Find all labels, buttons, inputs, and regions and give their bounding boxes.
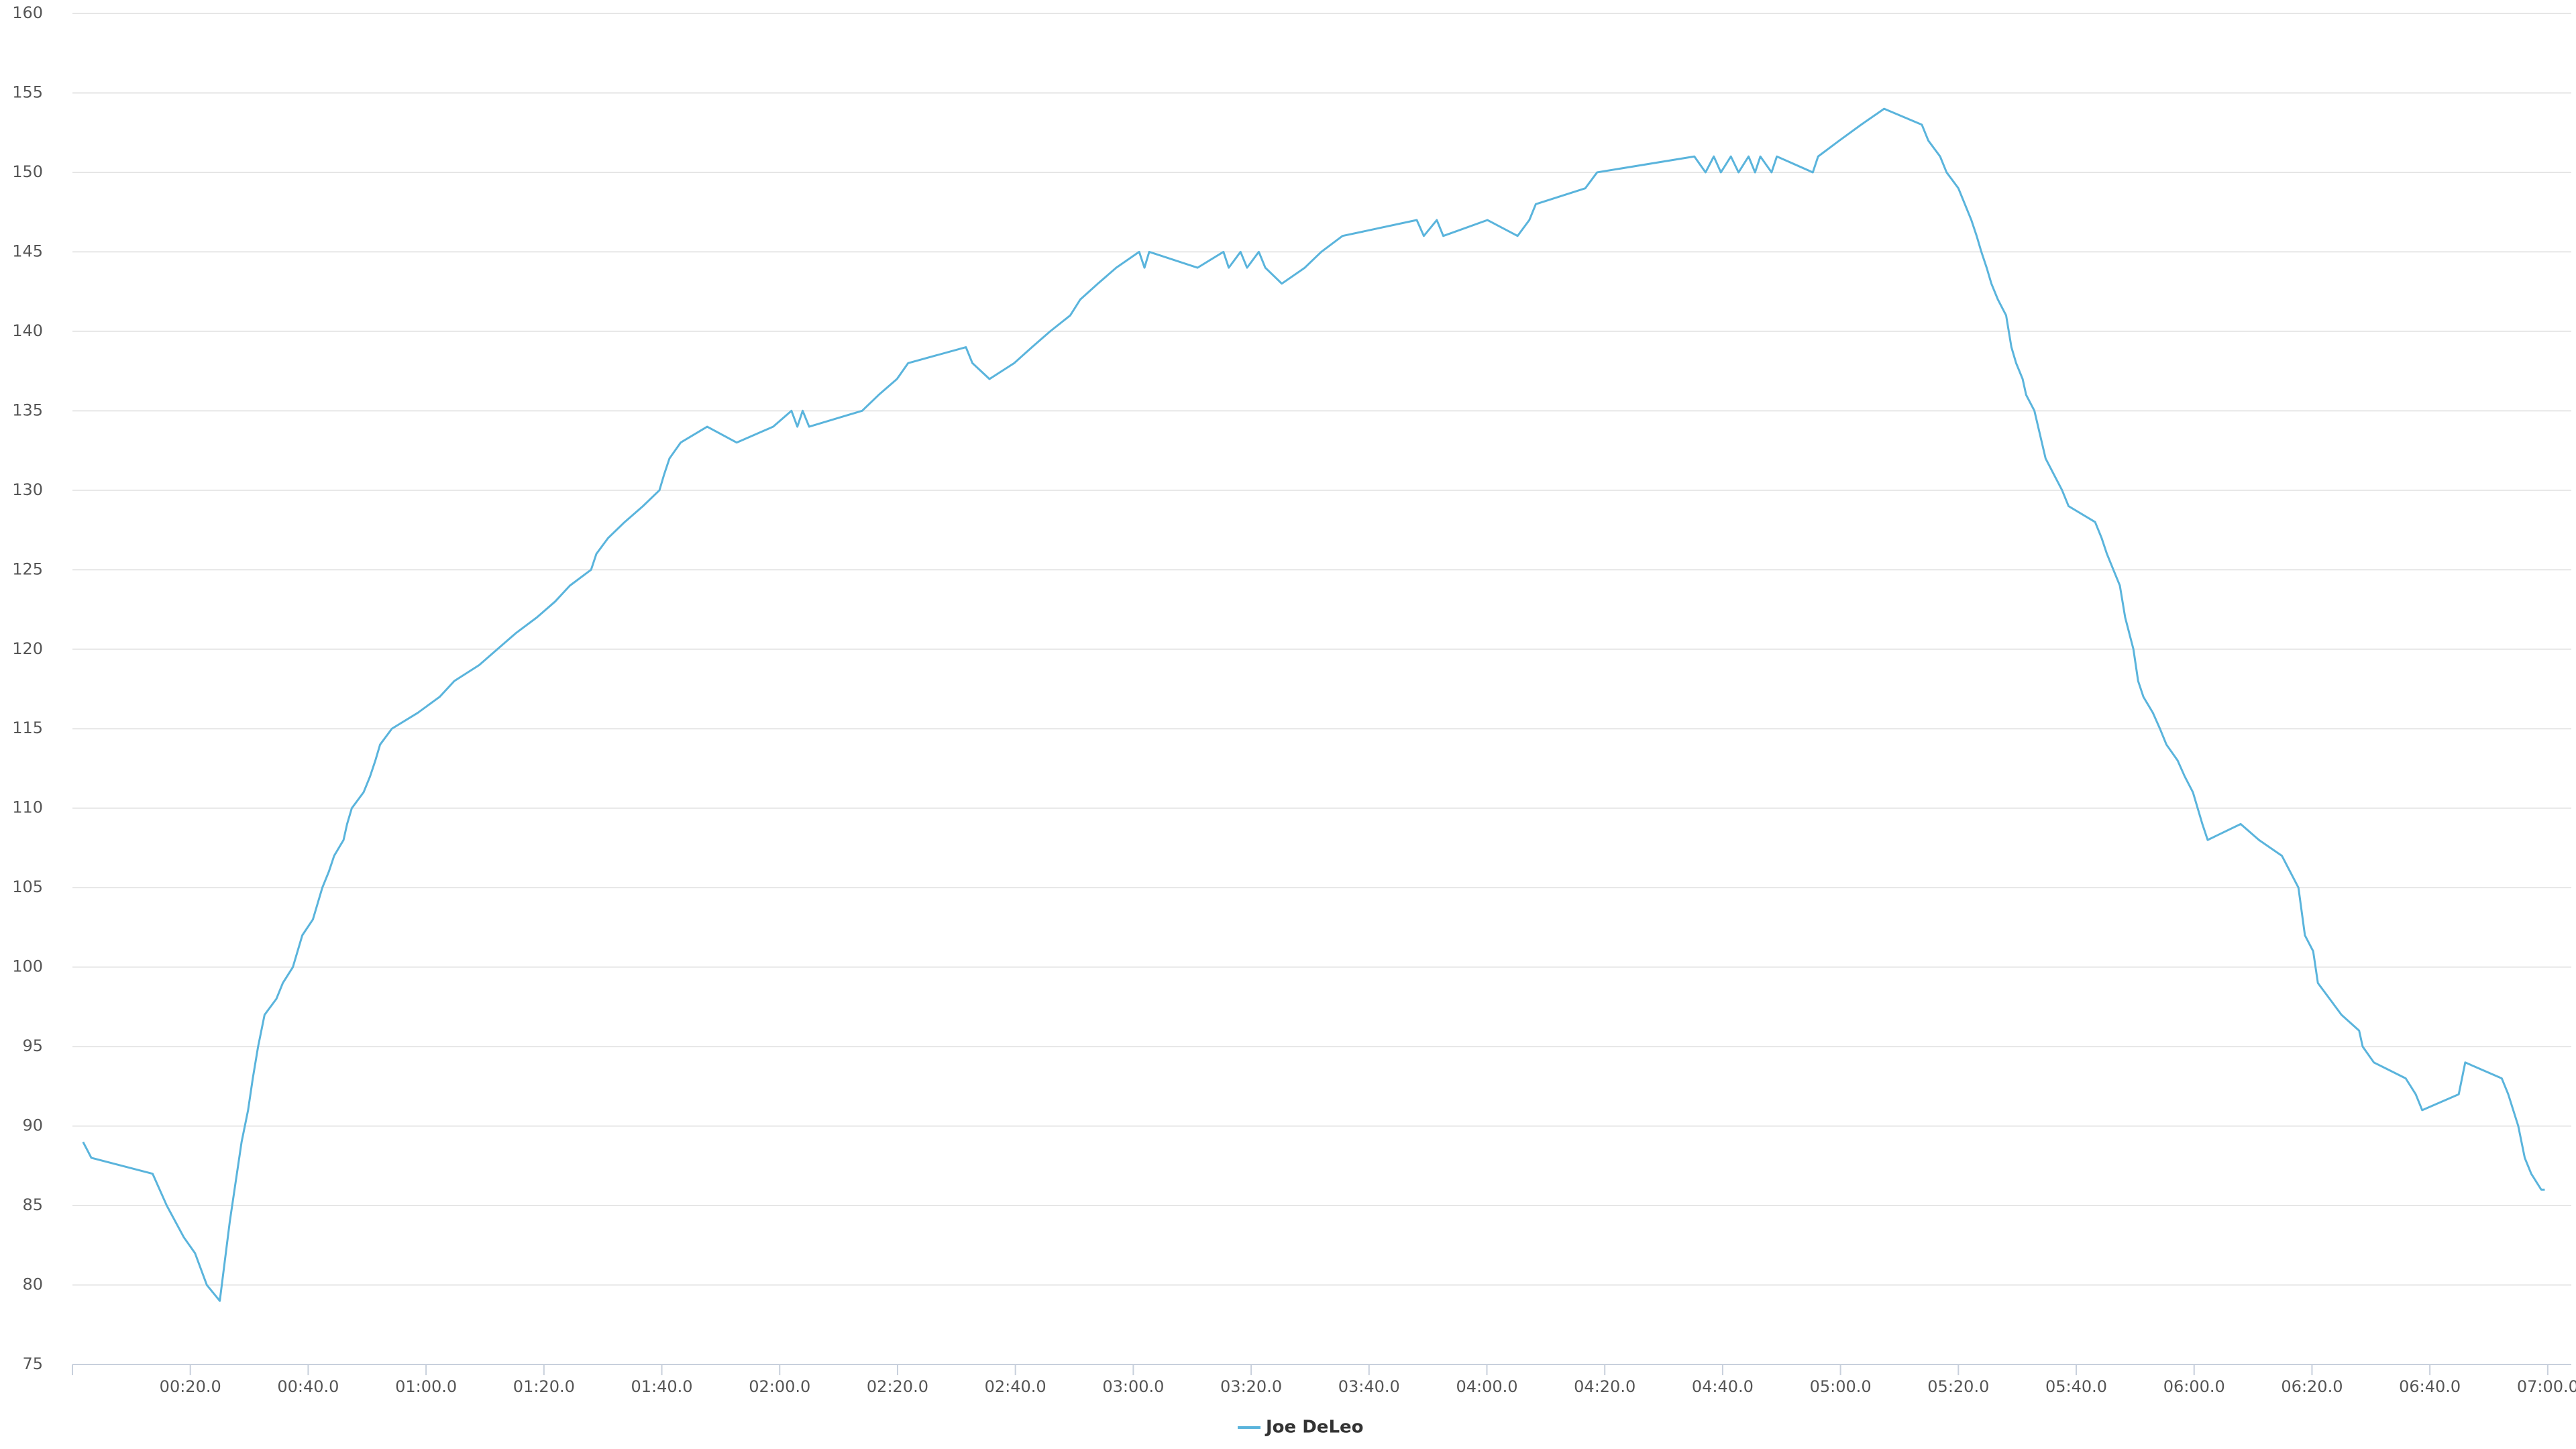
x-tick-label: 01:20.0 xyxy=(513,1377,575,1396)
x-tick-label: 05:40.0 xyxy=(2045,1377,2107,1396)
x-tick-label: 00:40.0 xyxy=(277,1377,339,1396)
line xyxy=(82,107,2545,1302)
x-tick-label: 07:00.0 xyxy=(2517,1377,2576,1396)
y-tick-label: 110 xyxy=(12,798,43,817)
y-tick-label: 85 xyxy=(22,1195,43,1214)
y-tick-label: 135 xyxy=(12,400,43,419)
y-tick-label: 100 xyxy=(12,957,43,976)
x-tick-label: 03:00.0 xyxy=(1102,1377,1164,1396)
x-tick-label: 05:20.0 xyxy=(1927,1377,1989,1396)
x-tick-label: 03:40.0 xyxy=(1338,1377,1400,1396)
y-tick-label: 75 xyxy=(22,1354,43,1373)
x-tick-label: 04:20.0 xyxy=(1574,1377,1635,1396)
y-tick-label: 140 xyxy=(12,321,43,340)
x-tick-label: 06:20.0 xyxy=(2281,1377,2343,1396)
x-tick-label: 02:00.0 xyxy=(749,1377,810,1396)
y-tick-label: 115 xyxy=(12,718,43,737)
x-tick-label: 01:00.0 xyxy=(395,1377,457,1396)
legend-text: Joe DeLeo xyxy=(1265,1417,1364,1438)
y-tick-label: 120 xyxy=(12,639,43,658)
x-tick-label: 00:20.0 xyxy=(160,1377,221,1396)
x-tick-label: 02:20.0 xyxy=(867,1377,928,1396)
x-tick-label: 01:40.0 xyxy=(631,1377,693,1396)
x-tick-label: 03:20.0 xyxy=(1220,1377,1282,1396)
y-tick-label: 130 xyxy=(12,480,43,499)
y-tick-label: 155 xyxy=(12,83,43,101)
y-tick-label: 125 xyxy=(12,559,43,578)
y-tick-label: 105 xyxy=(12,877,43,896)
x-tick-label: 06:00.0 xyxy=(2163,1377,2225,1396)
y-tick-label: 145 xyxy=(12,241,43,260)
x-tick-label: 04:00.0 xyxy=(1456,1377,1517,1396)
x-tick-label: 02:40.0 xyxy=(985,1377,1046,1396)
y-tick-label: 150 xyxy=(12,162,43,181)
y-tick-label: 95 xyxy=(22,1036,43,1055)
x-tick-label: 06:40.0 xyxy=(2399,1377,2461,1396)
x-tick-label: 05:00.0 xyxy=(1810,1377,1872,1396)
y-tick-label: 90 xyxy=(22,1116,43,1135)
y-tick-label: 80 xyxy=(22,1275,43,1294)
y-tick-label: 160 xyxy=(12,3,43,22)
x-tick-label: 04:40.0 xyxy=(1692,1377,1754,1396)
